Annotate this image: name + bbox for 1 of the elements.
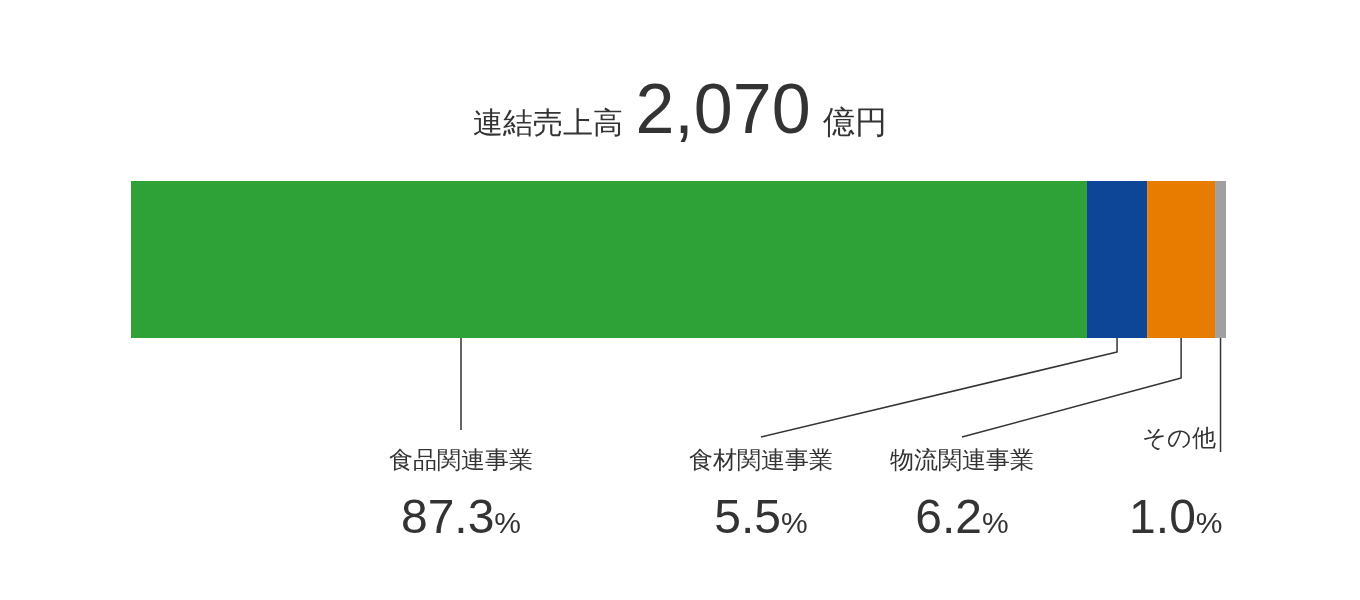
title: 連結売上高 2,070 億円 [473,70,887,148]
